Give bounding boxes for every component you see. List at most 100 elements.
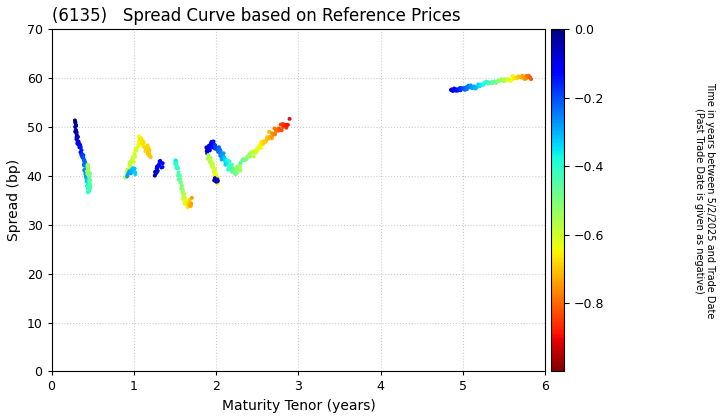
Point bbox=[507, 73, 518, 79]
Point bbox=[212, 145, 223, 152]
Point bbox=[258, 139, 269, 146]
Point bbox=[81, 176, 92, 183]
Point bbox=[82, 164, 94, 171]
Point bbox=[203, 143, 215, 150]
Point bbox=[84, 171, 95, 178]
Point bbox=[238, 156, 249, 163]
Point bbox=[82, 168, 94, 175]
Point bbox=[272, 127, 284, 134]
Point bbox=[239, 157, 251, 163]
Point bbox=[130, 153, 141, 160]
Point bbox=[513, 73, 524, 80]
Point bbox=[79, 168, 91, 174]
Point bbox=[124, 168, 135, 175]
Point bbox=[84, 177, 96, 184]
Point bbox=[151, 163, 163, 170]
Point bbox=[124, 159, 135, 166]
Point bbox=[207, 160, 218, 167]
Point bbox=[222, 157, 233, 164]
Point bbox=[78, 162, 90, 169]
Point bbox=[126, 158, 138, 165]
Point bbox=[72, 138, 84, 145]
Point bbox=[264, 135, 275, 142]
Point bbox=[248, 153, 260, 160]
Point bbox=[184, 202, 196, 208]
Point bbox=[209, 169, 220, 176]
Point bbox=[244, 152, 256, 158]
Point bbox=[184, 202, 195, 209]
Point bbox=[171, 163, 182, 169]
Point bbox=[228, 167, 239, 174]
Point bbox=[81, 178, 93, 185]
Point bbox=[136, 137, 148, 144]
Point bbox=[518, 73, 529, 80]
Point bbox=[142, 151, 153, 158]
Point bbox=[121, 169, 132, 176]
Point bbox=[514, 74, 526, 81]
Point bbox=[463, 82, 474, 89]
Point bbox=[181, 200, 192, 206]
Point bbox=[132, 141, 144, 148]
Point bbox=[253, 144, 265, 151]
Point bbox=[179, 195, 191, 202]
Point bbox=[81, 170, 92, 177]
Point bbox=[220, 159, 231, 166]
Point bbox=[78, 161, 89, 168]
Point bbox=[202, 155, 213, 162]
Point bbox=[70, 118, 81, 125]
Point bbox=[122, 173, 133, 180]
Point bbox=[276, 127, 287, 134]
Point bbox=[223, 162, 235, 169]
Point bbox=[212, 148, 224, 155]
Point bbox=[230, 165, 241, 172]
Point bbox=[73, 139, 84, 146]
Point bbox=[454, 85, 466, 92]
Point bbox=[203, 155, 215, 162]
Point bbox=[212, 176, 223, 183]
Point bbox=[129, 165, 140, 172]
Point bbox=[201, 144, 212, 151]
Point bbox=[270, 126, 282, 133]
Point bbox=[142, 142, 153, 149]
Point bbox=[215, 153, 226, 160]
Point bbox=[138, 143, 149, 150]
Point bbox=[462, 84, 473, 90]
Point bbox=[201, 148, 212, 155]
Point bbox=[205, 154, 217, 161]
Point bbox=[465, 82, 477, 89]
Point bbox=[462, 86, 473, 92]
Point bbox=[523, 72, 534, 79]
Point bbox=[83, 188, 94, 195]
Point bbox=[226, 168, 238, 175]
Point bbox=[273, 125, 284, 132]
Point bbox=[173, 171, 184, 178]
Point bbox=[84, 185, 95, 192]
Point bbox=[82, 171, 94, 177]
Point bbox=[135, 135, 146, 142]
Point bbox=[516, 74, 528, 81]
Point bbox=[208, 166, 220, 173]
Point bbox=[122, 171, 133, 178]
Point bbox=[152, 168, 163, 174]
Point bbox=[143, 145, 154, 152]
Point bbox=[69, 128, 81, 135]
X-axis label: Maturity Tenor (years): Maturity Tenor (years) bbox=[222, 399, 375, 413]
Point bbox=[502, 76, 513, 83]
Point bbox=[205, 142, 217, 148]
Point bbox=[138, 139, 150, 146]
Point bbox=[469, 84, 481, 91]
Point bbox=[144, 147, 156, 153]
Point bbox=[225, 166, 236, 173]
Point bbox=[480, 79, 491, 86]
Point bbox=[73, 142, 85, 149]
Point bbox=[82, 163, 94, 170]
Point bbox=[498, 77, 510, 84]
Point bbox=[84, 170, 95, 177]
Point bbox=[495, 76, 507, 83]
Point bbox=[210, 166, 221, 173]
Point bbox=[501, 76, 513, 83]
Point bbox=[78, 157, 90, 164]
Point bbox=[184, 202, 196, 208]
Point bbox=[495, 77, 506, 84]
Point bbox=[81, 176, 93, 182]
